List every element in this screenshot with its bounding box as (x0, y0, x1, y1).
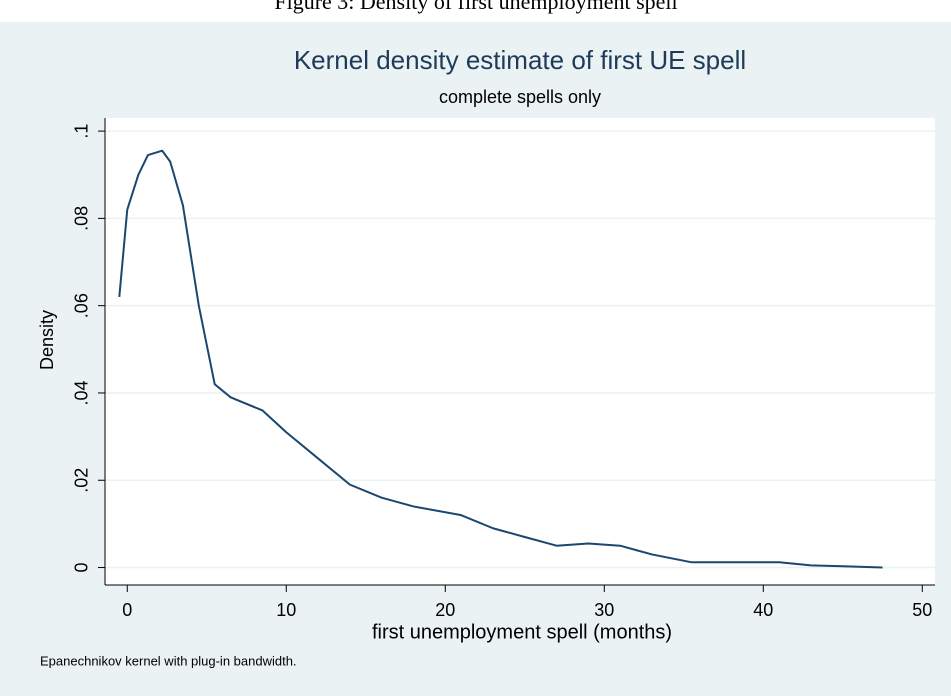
chart-subtitle: complete spells only (439, 87, 601, 107)
y-tick-label: .1 (72, 124, 92, 139)
x-tick-label: 0 (122, 600, 132, 620)
y-axis-title: Density (37, 310, 57, 370)
y-tick-label: 0 (72, 563, 92, 573)
figure-caption: Figure 3: Density of first unemployment … (274, 0, 677, 14)
y-tick-label: .02 (72, 468, 92, 493)
note: Epanechnikov kernel with plug-in bandwid… (40, 653, 297, 668)
x-tick-label: 10 (276, 600, 296, 620)
density-line (118, 149, 883, 569)
x-tick-label: 50 (912, 600, 932, 620)
chart-title: Kernel density estimate of first UE spel… (294, 45, 746, 75)
plot-region (105, 118, 935, 585)
x-axis-title: first unemployment spell (months) (372, 621, 672, 643)
x-tick-label: 20 (435, 600, 455, 620)
y-tick-label: .06 (72, 293, 92, 318)
y-tick-label: .04 (72, 380, 92, 405)
x-tick-label: 30 (594, 600, 614, 620)
y-tick-label: .08 (72, 206, 92, 231)
x-tick-label: 40 (753, 600, 773, 620)
